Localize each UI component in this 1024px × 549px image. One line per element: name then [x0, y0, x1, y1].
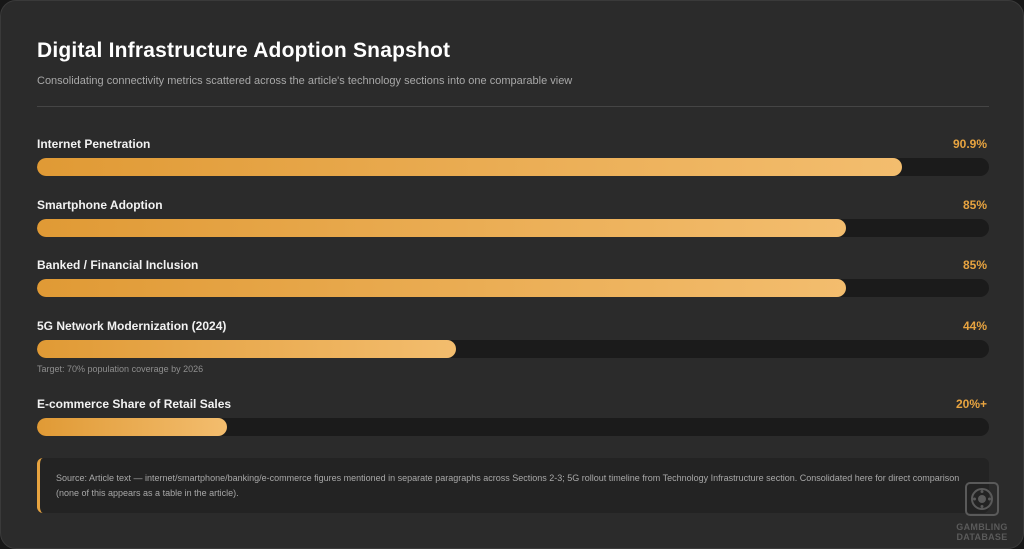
bar-value-label: 44% [962, 319, 987, 333]
watermark-line-1: GAMBLING [956, 522, 1008, 532]
bar [37, 418, 227, 436]
source-note: Source: Article text — internet/smartpho… [37, 458, 989, 513]
bar-value-label: 85% [962, 258, 987, 272]
header-divider [37, 106, 989, 107]
watermark-line-2: DATABASE [956, 532, 1008, 542]
bar [37, 279, 846, 297]
gambling-database-logo-icon [965, 482, 999, 516]
bar [37, 158, 902, 176]
bar-value-label: 90.9% [952, 137, 987, 151]
bar-track [37, 219, 989, 237]
bar-value-label: 85% [962, 198, 987, 212]
bar-label: Banked / Financial Inclusion [37, 258, 199, 272]
chart-subtitle: Consolidating connectivity metrics scatt… [37, 75, 573, 87]
bar-label: Smartphone Adoption [37, 198, 163, 212]
bar-track [37, 340, 989, 358]
bar-label: 5G Network Modernization (2024) [37, 319, 227, 333]
bar-track [37, 279, 989, 297]
bar-track [37, 418, 989, 436]
bar-value-label: 20%+ [955, 397, 987, 411]
bar [37, 219, 846, 237]
bar-label: E-commerce Share of Retail Sales [37, 397, 232, 411]
bar-track [37, 158, 989, 176]
bar-label: Internet Penetration [37, 137, 151, 151]
watermark: GAMBLING DATABASE [952, 481, 1012, 542]
bar [37, 340, 456, 358]
chart-title: Digital Infrastructure Adoption Snapshot [37, 39, 451, 62]
bar-note: Target: 70% population coverage by 2026 [37, 364, 204, 374]
